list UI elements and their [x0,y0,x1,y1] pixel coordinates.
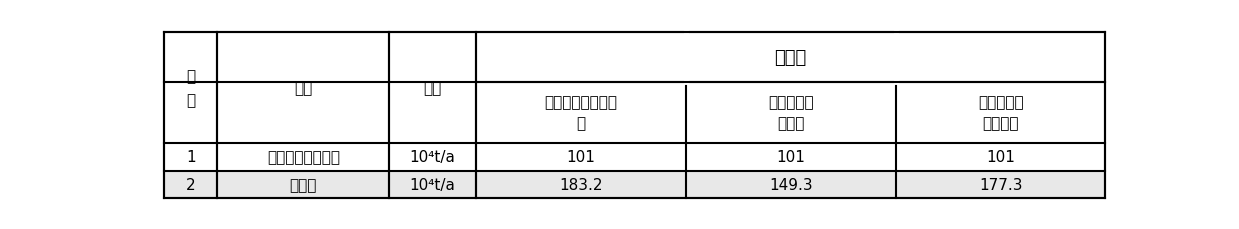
Text: 101: 101 [566,150,595,165]
Bar [165,171,1105,199]
Text: 原料煤（收到基）: 原料煤（收到基） [266,150,339,165]
Text: 消耗量: 消耗量 [774,49,807,67]
Text: 单位: 单位 [424,81,442,96]
Text: 脱盐水: 脱盐水 [290,177,317,192]
Text: 低热値燃料
气工艺: 低热値燃料 气工艺 [768,95,814,131]
Text: 177.3: 177.3 [979,177,1022,192]
Text: 10⁴t/a: 10⁴t/a [410,150,456,165]
Text: 2: 2 [186,177,196,192]
Text: 后置高温甲
烷化工艺: 后置高温甲 烷化工艺 [978,95,1023,131]
Text: 101: 101 [986,150,1015,165]
Bar [165,33,1105,144]
Text: 序
号: 序 号 [186,68,196,108]
Bar [165,144,1105,171]
Text: 1: 1 [186,150,196,165]
Text: 183.2: 183.2 [559,177,602,192]
Text: 耐硫变换甲烷化工
艺: 耐硫变换甲烷化工 艺 [544,95,617,131]
Text: 物料: 物料 [294,81,312,96]
Text: 149.3: 149.3 [769,177,813,192]
Text: 10⁴t/a: 10⁴t/a [410,177,456,192]
Text: 101: 101 [777,150,805,165]
